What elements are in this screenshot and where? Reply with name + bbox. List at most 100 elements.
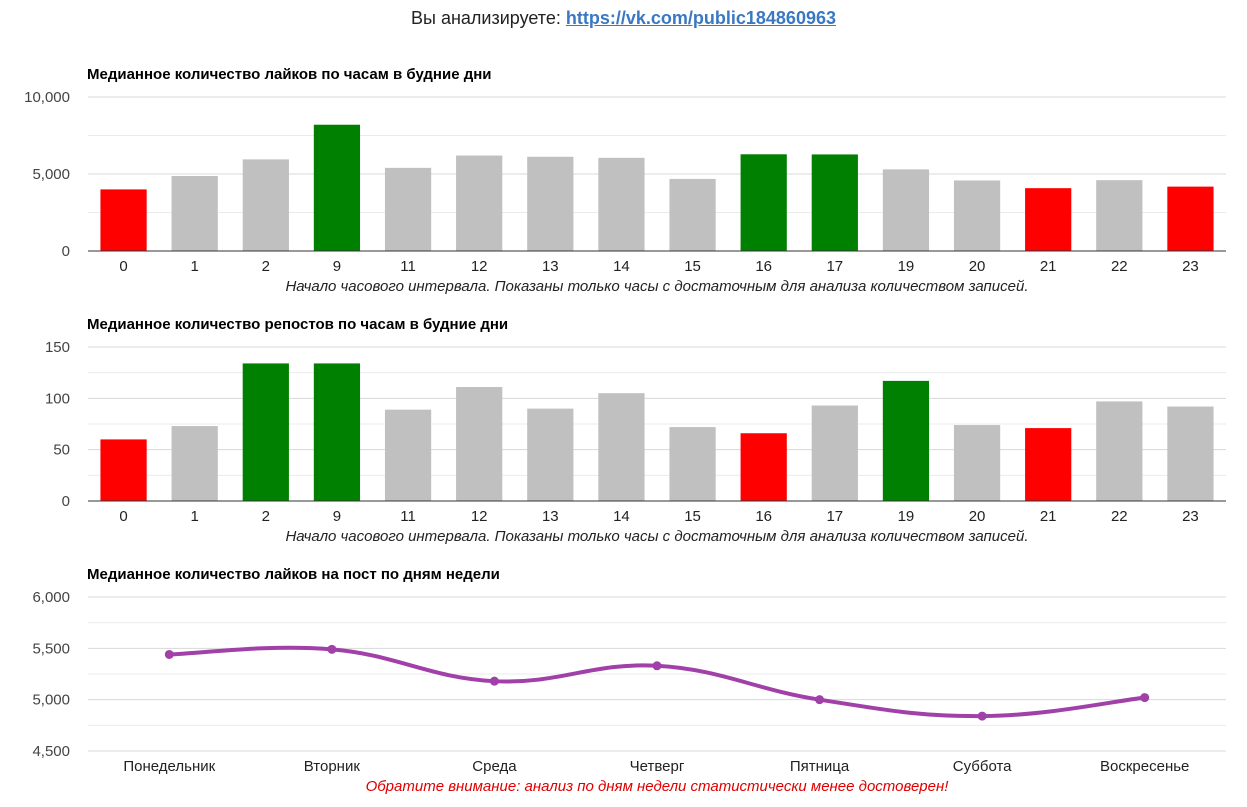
bar-20 [953,425,1001,501]
bar-2 [242,159,289,251]
x-tick-label: 17 [826,258,843,275]
page-header: Вы анализируете: https://vk.com/public18… [0,8,1247,29]
bar-23 [1167,186,1214,251]
x-tick-label: 16 [755,258,772,275]
point-0 [164,649,174,659]
bar-2 [242,363,289,501]
x-tick-label: 0 [119,258,127,275]
bar-19 [882,169,930,251]
community-link[interactable]: https://vk.com/public184860963 [565,8,836,28]
x-tick-label: 9 [333,508,341,525]
x-tick-label: Понедельник [123,758,215,775]
x-tick-label: 11 [400,258,416,275]
x-tick-label: 16 [755,508,772,525]
x-tick-label: 9 [333,258,341,275]
bar-17 [811,154,858,251]
x-tick-label: 0 [119,508,127,525]
bar-13 [527,408,574,501]
bar-12 [456,155,503,251]
x-tick-label: 14 [613,258,630,275]
x-tick-label: Воскресенье [1100,758,1189,775]
x-tick-label: 22 [1111,508,1128,525]
bar-0 [100,189,147,251]
x-tick-label: 11 [400,508,416,525]
y-tick-label: 5,500 [32,640,70,657]
x-tick-label: 13 [542,508,559,525]
bar-13 [527,156,574,251]
x-tick-label: 22 [1111,258,1128,275]
x-tick-label: 23 [1182,258,1199,275]
x-tick-label: 1 [191,258,199,275]
x-tick-label: 12 [471,258,488,275]
x-tick-label: 19 [898,258,915,275]
bar-9 [313,363,361,501]
point-4 [815,695,825,705]
bar-11 [384,167,432,251]
x-tick-label: 12 [471,508,488,525]
x-tick-label: 17 [826,508,843,525]
likes-by-weekday-line [169,645,1145,719]
y-tick-label: 5,000 [32,166,70,183]
bar-16 [740,154,787,251]
point-1 [327,644,337,654]
bar-12 [456,387,503,501]
x-tick-label: Пятница [790,758,850,775]
chart-title: Медианное количество репостов по часам в… [87,316,508,333]
x-tick-label: 2 [262,508,270,525]
point-3 [652,661,662,671]
bar-19 [882,380,930,501]
chart-caption: Начало часового интервала. Показаны толь… [285,528,1028,545]
bar-20 [953,180,1001,251]
chart-title: Медианное количество лайков на пост по д… [87,566,500,583]
y-tick-label: 5,000 [32,692,70,709]
y-tick-label: 6,000 [32,589,70,606]
x-tick-label: 23 [1182,508,1199,525]
y-tick-label: 0 [62,493,70,510]
x-tick-label: Вторник [304,758,361,775]
x-tick-label: 20 [969,508,986,525]
y-tick-label: 100 [45,390,70,407]
bar-14 [598,393,645,501]
x-tick-label: 2 [262,258,270,275]
x-tick-label: 15 [684,508,701,525]
x-tick-label: 1 [191,508,199,525]
x-tick-label: 20 [969,258,986,275]
reposts-by-hour-chart: Медианное количество репостов по часам в… [45,316,1226,545]
bar-21 [1025,428,1072,501]
likes-by-weekday-chart: Медианное количество лайков на пост по д… [32,566,1226,795]
bar-17 [811,405,858,501]
header-prefix: Вы анализируете: [411,8,561,28]
bar-1 [171,176,218,251]
y-tick-label: 50 [53,442,70,459]
bar-1 [171,426,218,501]
x-tick-label: 21 [1040,508,1057,525]
point-6 [1140,693,1150,703]
y-tick-label: 10,000 [24,89,70,106]
bar-22 [1096,180,1143,251]
y-tick-label: 150 [45,339,70,356]
x-tick-label: 14 [613,508,630,525]
x-tick-label: Суббота [953,758,1012,775]
bar-14 [598,157,645,251]
bar-22 [1096,401,1143,501]
bar-15 [669,427,716,501]
x-tick-label: 19 [898,508,915,525]
point-5 [977,711,987,721]
x-tick-label: Четверг [630,758,685,775]
likes-by-hour-chart: Медианное количество лайков по часам в б… [24,66,1226,295]
bar-11 [384,409,432,501]
bar-16 [740,433,787,501]
y-tick-label: 0 [62,243,70,260]
chart-title: Медианное количество лайков по часам в б… [87,66,492,83]
x-tick-label: Среда [472,758,517,775]
point-2 [489,676,499,686]
chart-caption: Начало часового интервала. Показаны толь… [285,278,1028,295]
x-tick-label: 13 [542,258,559,275]
bar-9 [313,124,361,251]
bar-23 [1167,406,1214,501]
x-tick-label: 21 [1040,258,1057,275]
bar-15 [669,178,716,251]
reliability-warning: Обратите внимание: анализ по дням недели… [366,778,950,795]
bar-21 [1025,188,1072,251]
